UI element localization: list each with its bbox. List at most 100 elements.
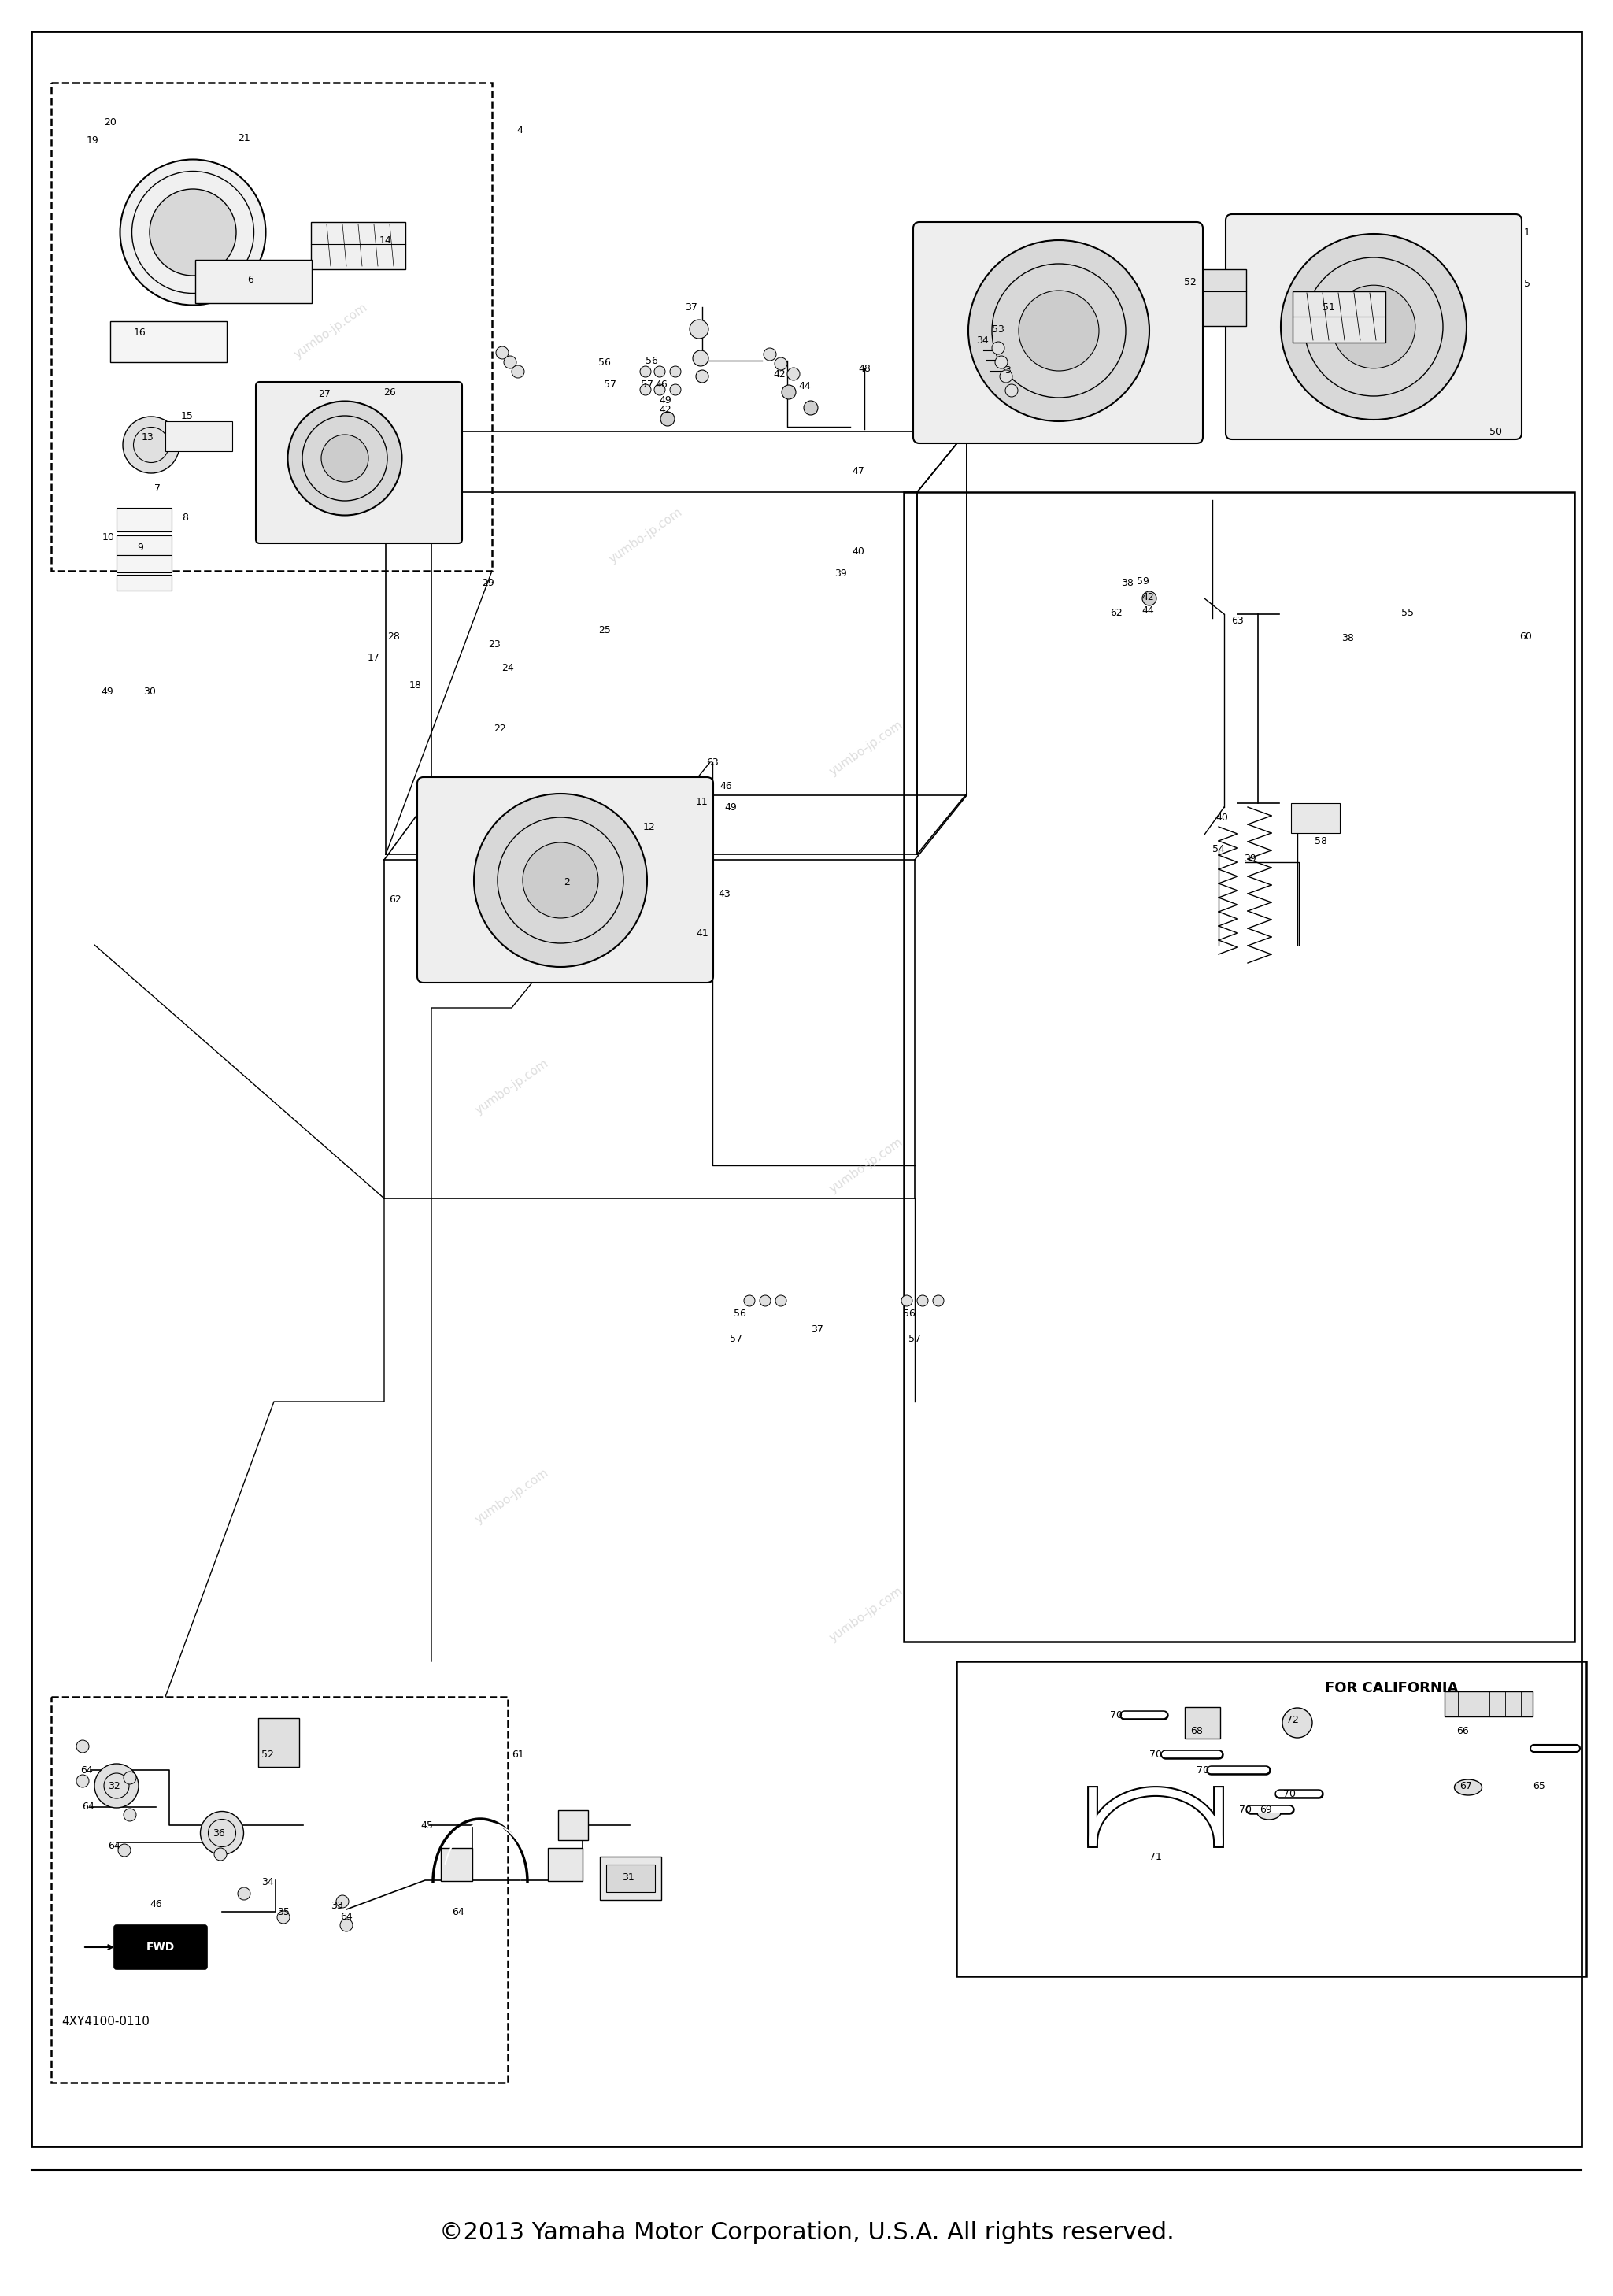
Text: 46: 46	[655, 379, 668, 390]
Text: yumbo-jp.com: yumbo-jp.com	[473, 1467, 550, 1527]
Text: 62: 62	[1110, 608, 1123, 618]
Circle shape	[803, 402, 818, 416]
Text: 46: 46	[150, 1899, 161, 1908]
Text: 67: 67	[1460, 1782, 1473, 1791]
Text: yumbo-jp.com: yumbo-jp.com	[606, 505, 684, 565]
Text: 49: 49	[724, 801, 737, 813]
Ellipse shape	[200, 1812, 244, 1855]
Circle shape	[1142, 592, 1157, 606]
Text: 61: 61	[511, 1750, 524, 1759]
Circle shape	[1000, 370, 1013, 383]
Text: 38: 38	[1121, 579, 1134, 588]
Text: FWD: FWD	[147, 1942, 174, 1952]
Bar	[903, 491, 1574, 1642]
Bar	[606, 1864, 655, 1892]
Circle shape	[1005, 383, 1018, 397]
Ellipse shape	[1332, 285, 1415, 367]
Text: 68: 68	[1190, 1727, 1203, 1736]
Text: 27: 27	[318, 388, 331, 400]
Text: 39: 39	[1244, 854, 1257, 863]
Text: 71: 71	[1150, 1851, 1161, 1862]
Text: 47: 47	[852, 466, 865, 475]
Text: yumbo-jp.com: yumbo-jp.com	[827, 719, 905, 778]
Bar	[548, 1848, 582, 1880]
Circle shape	[640, 365, 652, 377]
Bar	[116, 535, 171, 556]
Text: 57: 57	[603, 379, 616, 390]
Text: 41: 41	[695, 928, 708, 939]
Text: 72: 72	[1286, 1715, 1298, 1727]
Bar	[1203, 269, 1247, 326]
Ellipse shape	[1019, 292, 1098, 372]
Bar	[1186, 1706, 1219, 1738]
Circle shape	[336, 1894, 348, 1908]
Circle shape	[76, 1775, 89, 1786]
Text: ©2013 Yamaha Motor Corporation, U.S.A. All rights reserved.: ©2013 Yamaha Motor Corporation, U.S.A. A…	[439, 2223, 1174, 2245]
Text: 58: 58	[1315, 836, 1327, 845]
Circle shape	[695, 370, 708, 383]
Text: 44: 44	[798, 381, 811, 390]
FancyBboxPatch shape	[418, 776, 713, 983]
Text: 40: 40	[1216, 813, 1227, 822]
Text: 50: 50	[1489, 427, 1502, 436]
Bar	[440, 1848, 473, 1880]
Text: 57: 57	[640, 379, 653, 390]
Text: 46: 46	[719, 781, 732, 790]
Bar	[116, 556, 171, 572]
Text: 56: 56	[734, 1309, 747, 1318]
Text: 56: 56	[645, 356, 658, 365]
Text: 66: 66	[1457, 1727, 1469, 1736]
Text: 29: 29	[482, 579, 494, 588]
Circle shape	[503, 356, 516, 367]
Text: 36: 36	[213, 1828, 226, 1839]
Text: 26: 26	[384, 388, 395, 397]
Text: 17: 17	[368, 652, 381, 664]
Text: 25: 25	[598, 625, 611, 636]
Text: 60: 60	[1519, 631, 1532, 641]
Text: 64: 64	[340, 1913, 353, 1922]
Ellipse shape	[1281, 234, 1466, 420]
Text: 42: 42	[1142, 592, 1153, 602]
Text: 42: 42	[660, 404, 671, 416]
Text: 56: 56	[598, 358, 611, 367]
Circle shape	[215, 1848, 227, 1860]
Text: 70: 70	[1284, 1789, 1295, 1798]
Text: 56: 56	[903, 1309, 916, 1318]
Text: 40: 40	[852, 546, 865, 556]
Text: yumbo-jp.com: yumbo-jp.com	[827, 1584, 905, 1644]
Circle shape	[692, 351, 708, 365]
Text: 31: 31	[623, 1874, 634, 1883]
Bar	[165, 420, 232, 452]
Text: 33: 33	[331, 1901, 344, 1910]
FancyBboxPatch shape	[1226, 214, 1521, 439]
Ellipse shape	[1455, 1779, 1482, 1795]
Ellipse shape	[321, 434, 368, 482]
Circle shape	[277, 1910, 290, 1924]
Ellipse shape	[968, 241, 1150, 420]
Circle shape	[124, 1773, 135, 1784]
Circle shape	[763, 349, 776, 360]
Circle shape	[669, 383, 681, 395]
Ellipse shape	[1282, 1708, 1313, 1738]
Text: 37: 37	[811, 1325, 823, 1334]
Text: 52: 52	[261, 1750, 274, 1759]
Text: 6: 6	[247, 276, 253, 285]
Circle shape	[511, 365, 524, 379]
Text: 5: 5	[1524, 278, 1531, 289]
Circle shape	[995, 356, 1008, 367]
Ellipse shape	[523, 843, 598, 918]
Text: yumbo-jp.com: yumbo-jp.com	[292, 301, 369, 360]
Text: 23: 23	[489, 638, 500, 650]
Text: 12: 12	[644, 822, 655, 831]
Circle shape	[237, 1887, 250, 1901]
Circle shape	[655, 383, 665, 395]
Text: 8: 8	[182, 512, 189, 523]
Circle shape	[124, 1809, 135, 1821]
Text: 30: 30	[144, 687, 156, 696]
Bar	[1290, 804, 1340, 833]
Bar	[558, 1809, 589, 1839]
Circle shape	[744, 1295, 755, 1306]
Text: 59: 59	[1137, 576, 1150, 585]
Text: 55: 55	[1402, 608, 1415, 618]
Circle shape	[118, 1844, 131, 1857]
